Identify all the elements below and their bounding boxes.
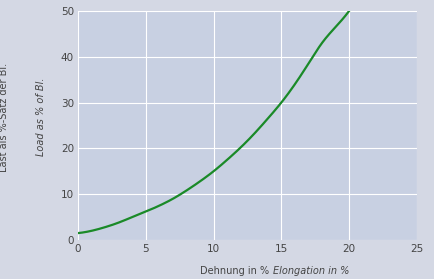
- Text: Last als %-Satz der Bl.: Last als %-Satz der Bl.: [0, 62, 10, 172]
- Text: Elongation in %: Elongation in %: [273, 266, 350, 276]
- Text: Dehnung in %: Dehnung in %: [200, 266, 269, 276]
- Text: Load as % of Bl.: Load as % of Bl.: [36, 78, 46, 157]
